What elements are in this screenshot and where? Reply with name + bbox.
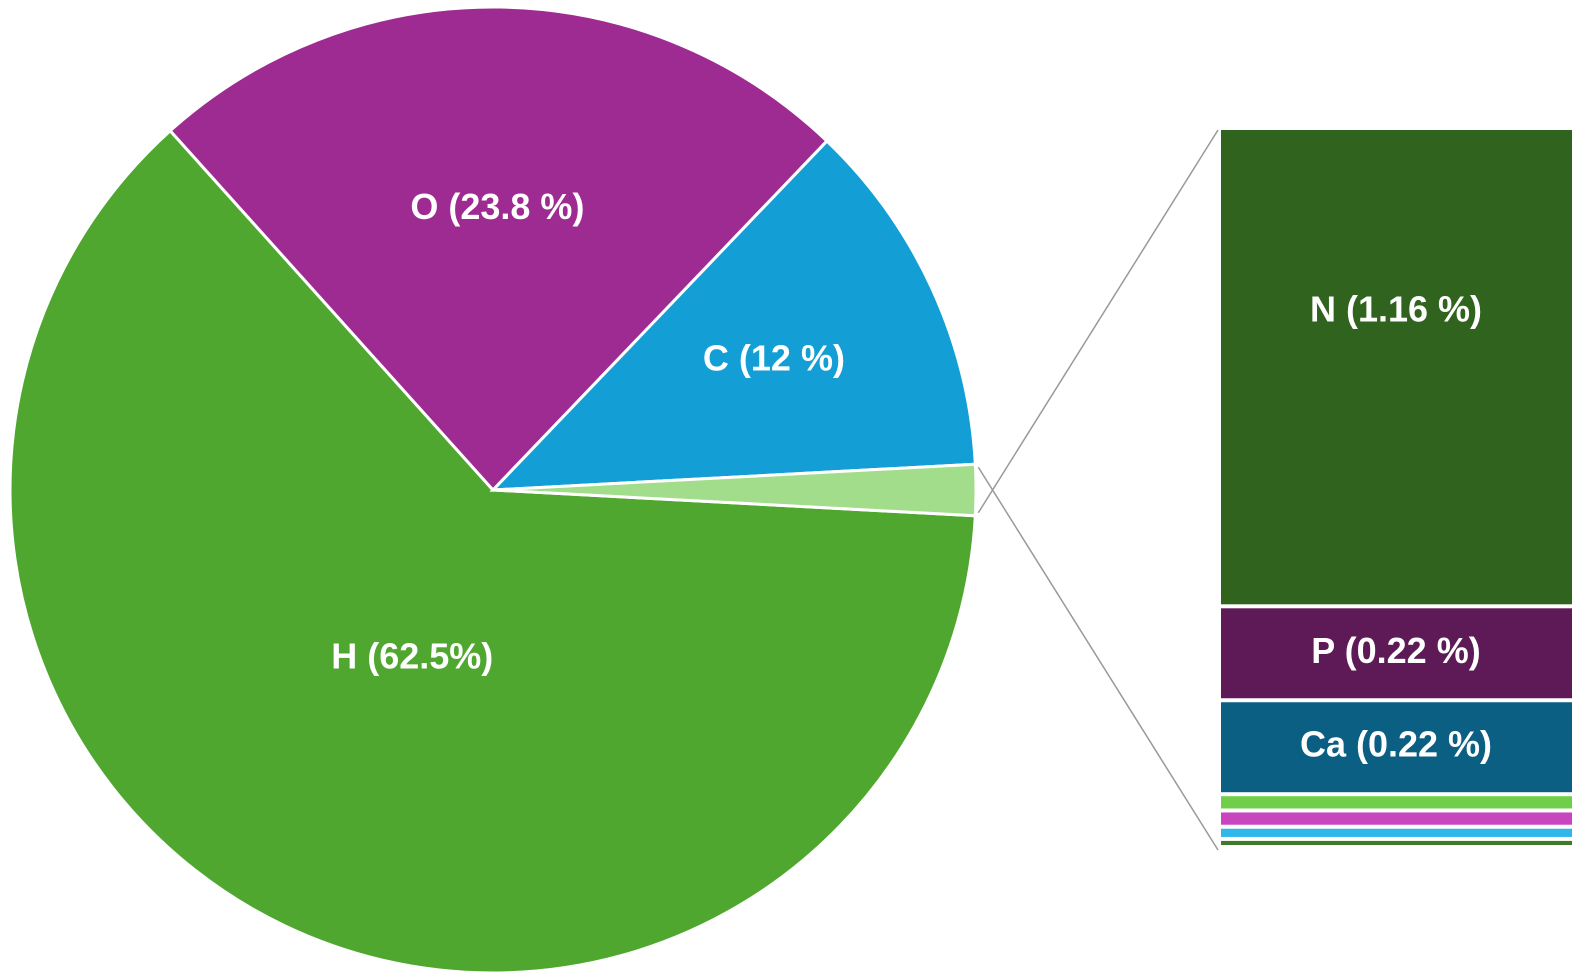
pie-slice [492, 462, 978, 518]
bar-segment [1221, 608, 1572, 699]
slice-label: O (23.8 %) [410, 186, 584, 227]
slice-label: C (12 %) [703, 338, 845, 379]
bar-segment [1221, 828, 1572, 837]
bar-label: Ca (0.22 %) [1300, 724, 1492, 765]
pie-slice [489, 138, 977, 492]
bar-segment [1221, 812, 1572, 825]
pie-slice [8, 128, 977, 974]
bar-label: N (1.16 %) [1310, 289, 1482, 330]
bar-segment [1221, 130, 1572, 605]
slice-label: H (62.5%) [331, 635, 493, 676]
bar-segment [1221, 840, 1572, 845]
bar-segment [1221, 796, 1572, 809]
bar-segment [1221, 702, 1572, 793]
bar-label: P (0.22 %) [1311, 630, 1480, 671]
connector-line [977, 466, 1219, 851]
pie-slice [168, 5, 830, 493]
connector-line [977, 129, 1219, 514]
